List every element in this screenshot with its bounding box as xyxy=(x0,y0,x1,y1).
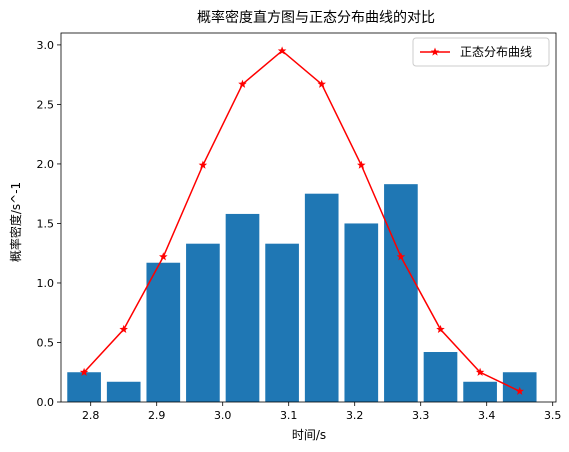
curve-point xyxy=(357,160,366,169)
normal-curve-line xyxy=(83,49,521,392)
x-axis-label: 时间/s xyxy=(292,428,326,442)
y-tick-label: 1.5 xyxy=(37,217,55,230)
legend-box xyxy=(412,37,550,67)
histogram-bar xyxy=(225,213,260,402)
histogram-bar xyxy=(146,262,181,402)
curve-point xyxy=(159,252,168,261)
histogram-bar xyxy=(344,223,379,402)
y-tick-label: 1.0 xyxy=(37,277,55,290)
curve-point xyxy=(277,46,287,55)
histogram-bars xyxy=(67,184,537,402)
curve-point xyxy=(79,367,89,376)
x-tick-label: 3.1 xyxy=(280,409,298,422)
curve-point xyxy=(238,79,247,88)
y-tick-label: 3.0 xyxy=(37,39,55,52)
histogram-bar xyxy=(186,243,220,402)
x-tick-label: 3.2 xyxy=(346,409,364,422)
histogram-bar xyxy=(304,193,339,402)
curve-point xyxy=(475,367,485,376)
x-tick-label: 2.8 xyxy=(82,409,100,422)
y-axis-ticks: 0.0 0.5 1.0 1.5 2.0 2.5 3.0 xyxy=(37,39,61,409)
plot-frame xyxy=(60,32,557,403)
curve-point xyxy=(119,324,128,334)
normal-curve xyxy=(79,46,524,395)
y-axis-label: 概率密度/s^-1 xyxy=(8,182,23,262)
legend-label: 正态分布曲线 xyxy=(460,45,532,59)
chart-title: 概率密度直方图与正态分布曲线的对比 xyxy=(197,9,435,26)
x-tick-label: 3.0 xyxy=(214,409,232,422)
histogram-bar xyxy=(423,352,458,402)
histogram-bar xyxy=(463,381,497,402)
legend-star-marker xyxy=(430,47,440,56)
x-axis-ticks: 2.8 2.9 3.0 3.1 3.2 3.3 3.4 3.5 xyxy=(82,402,562,422)
histogram-bar xyxy=(384,184,418,402)
y-tick-label: 2.5 xyxy=(37,98,55,111)
x-tick-label: 3.3 xyxy=(412,409,430,422)
legend: 正态分布曲线 xyxy=(412,37,550,67)
histogram-bar xyxy=(106,381,141,402)
curve-point xyxy=(317,79,326,88)
histogram-bar xyxy=(265,243,299,402)
curve-point xyxy=(515,386,524,395)
histogram-bar xyxy=(67,372,101,402)
y-tick-label: 2.0 xyxy=(37,158,55,171)
x-tick-label: 2.9 xyxy=(148,409,166,422)
curve-point xyxy=(396,252,406,261)
y-tick-label: 0.0 xyxy=(37,396,55,409)
y-tick-label: 0.5 xyxy=(37,336,55,349)
curve-point xyxy=(436,324,445,334)
x-tick-label: 3.4 xyxy=(478,409,496,422)
curve-point xyxy=(198,160,208,169)
x-tick-label: 3.5 xyxy=(544,409,562,422)
